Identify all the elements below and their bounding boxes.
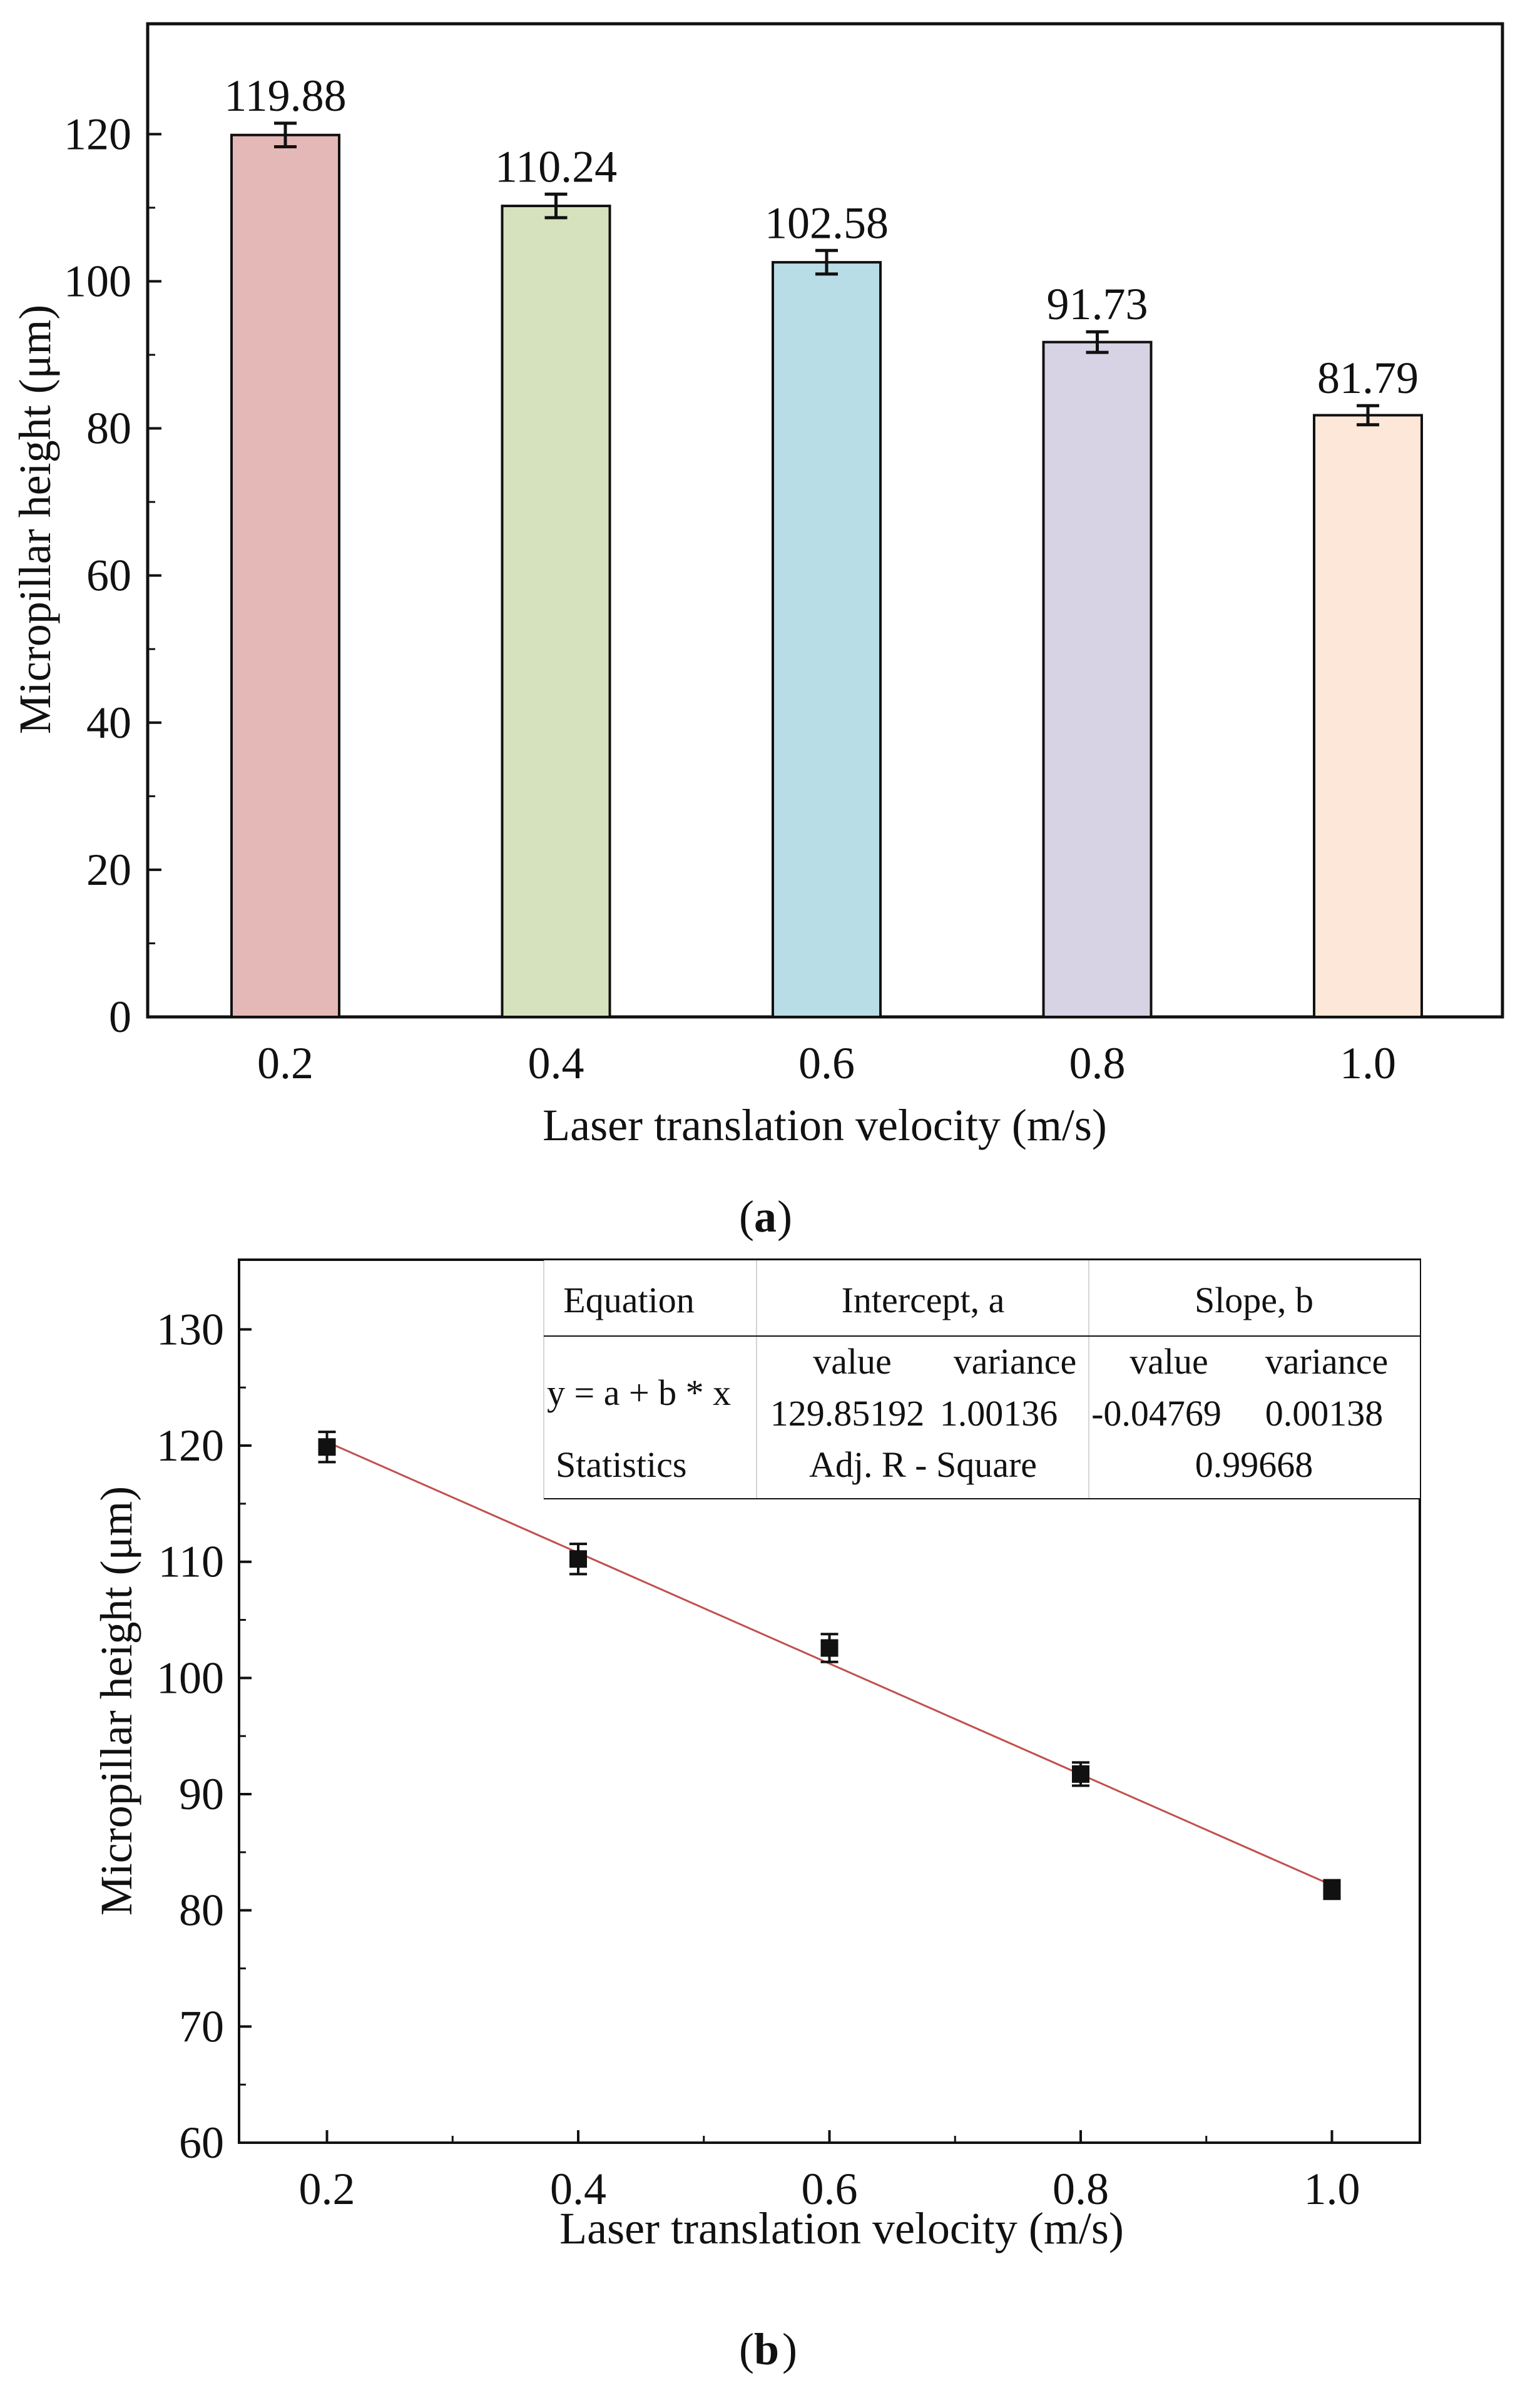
table-header-slope: Slope, b [1195, 1280, 1313, 1320]
panel-a-bar-chart: 0 20 40 60 80 100 120 0.2 0.4 0.6 0.8 1.0 119.88 11… [10, 22, 1504, 1242]
panel-a-caption-letter: a [754, 1192, 777, 1242]
panel-a-bar [230, 133, 340, 1018]
panel-b-y-tick-label: 80 [179, 1885, 224, 1936]
table-header-equation: Equation [563, 1280, 694, 1320]
panel-a-bar [772, 261, 882, 1018]
panel-a-x-tick-label: 0.8 [1069, 1038, 1126, 1088]
panel-b-caption-letter: b [754, 2324, 779, 2374]
panel-a-bar [1042, 340, 1153, 1019]
panel-a-x-tick-label: 1.0 [1340, 1038, 1396, 1088]
svg-text:(: ( [739, 1192, 754, 1242]
table-subheader-slope-value: value [1130, 1341, 1208, 1382]
panel-a-y-axis-label: Micropillar height (μm) [10, 305, 60, 734]
panel-b-x-tick-label: 1.0 [1303, 2164, 1360, 2214]
panel-a-y-tick-label: 40 [86, 698, 131, 748]
table-adj-r-square-label: Adj. R - Square [809, 1444, 1037, 1485]
panel-a-data-label: 91.73 [1047, 279, 1148, 329]
panel-a-y-tick-label: 20 [86, 845, 131, 895]
table-equation-text: y = a + b * x [547, 1372, 731, 1413]
panel-a-y-tick-label: 100 [64, 256, 131, 306]
table-intercept-value: 129.85192 [770, 1393, 925, 1434]
panel-b-scatter-chart: 60 70 80 90 100 110 120 130 0.2 0.4 0.6 0.8 1.0 Equ… [91, 1258, 1421, 2374]
panel-b-x-tick-label: 0.4 [550, 2164, 606, 2214]
panel-b-x-axis-label: Laser translation velocity (m/s) [559, 2203, 1124, 2253]
panel-a-data-label: 119.88 [224, 71, 346, 121]
panel-b-y-tick-label: 100 [156, 1653, 224, 1703]
panel-b-x-tick-label: 0.8 [1053, 2164, 1109, 2214]
fit-statistics-table: Equation Intercept, a Slope, b value var… [543, 1259, 1420, 1499]
panel-a-bar [501, 205, 611, 1019]
panel-b-y-tick-label: 70 [179, 2001, 224, 2051]
panel-b-data-point [1071, 1765, 1089, 1783]
panel-a-data-label: 110.24 [495, 141, 617, 191]
table-subheader-slope-variance: variance [1265, 1341, 1388, 1382]
svg-text:): ) [777, 1192, 792, 1242]
table-adj-r-square-value: 0.99668 [1195, 1444, 1313, 1485]
panel-b-x-tick-label: 0.2 [299, 2164, 355, 2214]
panel-b-caption: ( b ) [739, 2324, 797, 2374]
panel-a-x-axis-label: Laser translation velocity (m/s) [543, 1100, 1107, 1150]
svg-text:): ) [782, 2324, 797, 2374]
panel-a-y-tick-label: 60 [86, 551, 131, 601]
panel-b-data-point [1323, 1880, 1341, 1899]
svg-text:(: ( [739, 2324, 754, 2374]
panel-a-data-label: 81.79 [1317, 353, 1419, 403]
panel-a-bar [1313, 414, 1423, 1018]
panel-a-y-tick-label: 120 [64, 109, 131, 159]
panel-b-data-point [318, 1438, 336, 1456]
panel-a-y-tick-label: 80 [86, 404, 131, 454]
table-subheader-intercept-value: value [813, 1341, 892, 1382]
panel-a-data-label: 102.58 [765, 198, 889, 248]
panel-b-y-tick-label: 60 [179, 2118, 224, 2168]
panel-b-data-point [569, 1550, 588, 1568]
panel-a-y-tick-label: 0 [109, 992, 131, 1042]
panel-a-x-tick-label: 0.2 [257, 1038, 314, 1088]
panel-b-fit-line [326, 1441, 1333, 1886]
panel-b-data-point [820, 1639, 839, 1657]
table-slope-variance: 0.00138 [1265, 1393, 1384, 1434]
panel-a-caption: ( a ) [739, 1192, 792, 1242]
panel-b-y-tick-label: 90 [179, 1769, 224, 1819]
panel-b-x-tick-label: 0.6 [802, 2164, 858, 2214]
table-slope-value: -0.04769 [1091, 1393, 1221, 1434]
panel-a-x-tick-label: 0.6 [798, 1038, 855, 1088]
table-header-intercept: Intercept, a [842, 1280, 1005, 1320]
panel-b-y-tick-label: 120 [156, 1421, 224, 1471]
table-statistics-label: Statistics [556, 1444, 686, 1485]
panel-b-y-tick-label: 110 [158, 1537, 224, 1587]
table-subheader-intercept-variance: variance [954, 1341, 1076, 1382]
panel-a-x-tick-label: 0.4 [528, 1038, 584, 1088]
table-intercept-variance: 1.00136 [940, 1393, 1058, 1434]
panel-b-y-tick-label: 130 [156, 1304, 224, 1354]
panel-b-y-axis-label: Micropillar height (μm) [91, 1486, 141, 1916]
